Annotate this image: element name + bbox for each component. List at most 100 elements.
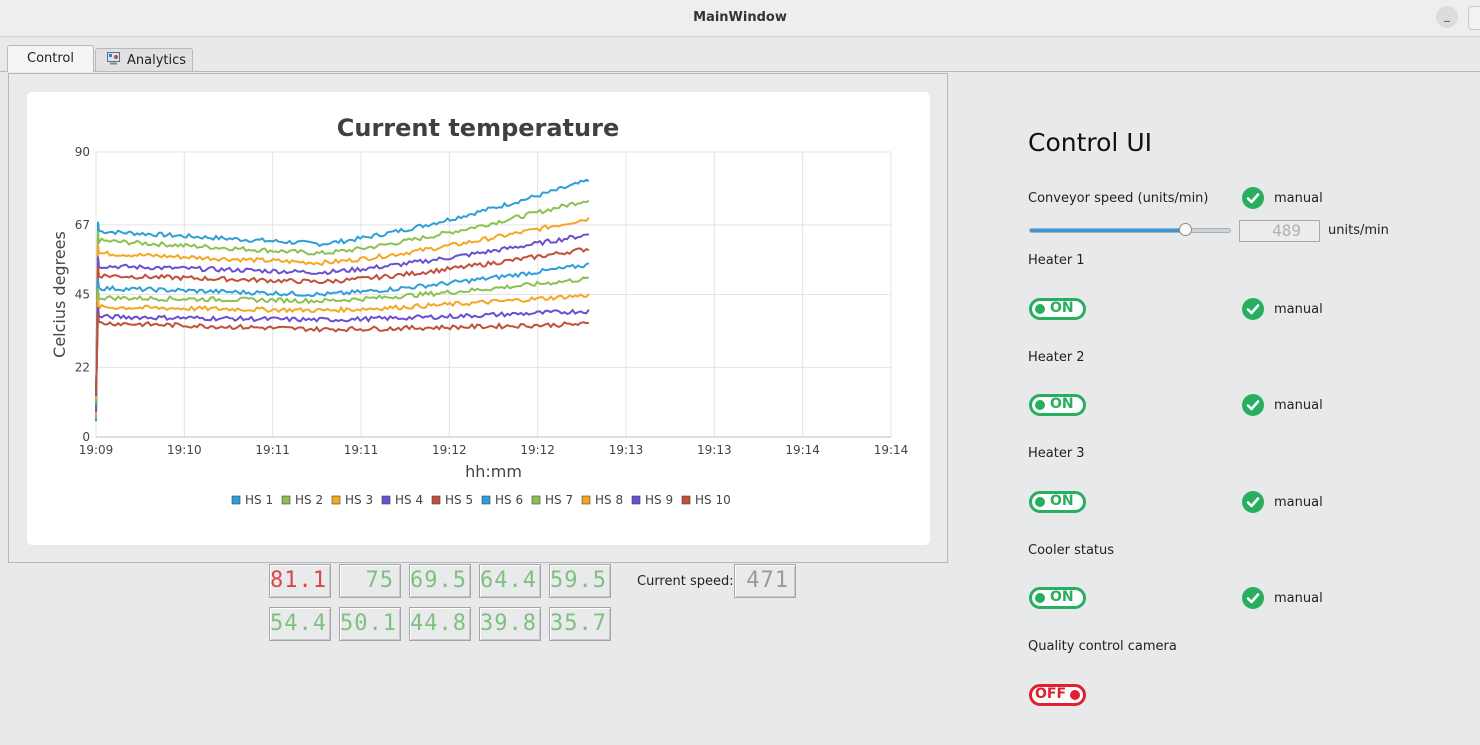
legend-swatch bbox=[581, 495, 591, 505]
heater2-manual-checkbox[interactable] bbox=[1242, 394, 1264, 416]
toggle-knob bbox=[1070, 690, 1080, 700]
tab-analytics[interactable]: Analytics bbox=[95, 48, 193, 71]
cooler-toggle[interactable]: ON bbox=[1029, 587, 1086, 609]
legend-swatch bbox=[681, 495, 691, 505]
conveyor-manual-checkbox[interactable] bbox=[1242, 187, 1264, 209]
minimize-button[interactable]: _ bbox=[1436, 6, 1458, 28]
heater1-manual-label: manual bbox=[1274, 302, 1323, 317]
temp-readout-7: 50.1 bbox=[339, 607, 401, 641]
legend-label-hs6: HS 6 bbox=[495, 493, 523, 507]
x-tick-label: 19:12 bbox=[432, 443, 467, 457]
temp-readout-4: 64.4 bbox=[479, 564, 541, 598]
series-line-hs9 bbox=[95, 307, 590, 396]
legend-label-hs3: HS 3 bbox=[345, 493, 373, 507]
check-icon bbox=[1246, 400, 1260, 411]
y-tick-label: 22 bbox=[75, 360, 90, 374]
legend-label-hs9: HS 9 bbox=[645, 493, 673, 507]
legend-swatch bbox=[631, 495, 641, 505]
conveyor-speed-slider[interactable] bbox=[1029, 228, 1231, 233]
x-tick-label: 19:10 bbox=[167, 443, 202, 457]
units-label: units/min bbox=[1328, 223, 1389, 238]
tab-analytics-label: Analytics bbox=[127, 53, 187, 68]
heater2-state: ON bbox=[1050, 396, 1074, 412]
temp-readout-8: 44.8 bbox=[409, 607, 471, 641]
heater3-manual-checkbox[interactable] bbox=[1242, 491, 1264, 513]
legend-label-hs2: HS 2 bbox=[295, 493, 323, 507]
chart-title: Current temperature bbox=[337, 114, 619, 142]
y-tick-label: 45 bbox=[75, 288, 90, 302]
legend-swatch bbox=[281, 495, 291, 505]
heater1-manual-checkbox[interactable] bbox=[1242, 298, 1264, 320]
legend-swatch bbox=[531, 495, 541, 505]
x-tick-label: 19:09 bbox=[79, 443, 114, 457]
toggle-knob bbox=[1035, 497, 1045, 507]
cooler-manual-checkbox[interactable] bbox=[1242, 587, 1264, 609]
x-tick-label: 19:11 bbox=[255, 443, 290, 457]
y-tick-label: 90 bbox=[75, 145, 90, 159]
series-line-hs5 bbox=[95, 247, 590, 409]
camera-state: OFF bbox=[1035, 686, 1067, 702]
heater1-label: Heater 1 bbox=[1028, 253, 1085, 268]
x-tick-label: 19:11 bbox=[344, 443, 379, 457]
title-bar: MainWindow _ bbox=[0, 0, 1480, 37]
temp-readout-3: 69.5 bbox=[409, 564, 471, 598]
heater2-manual-label: manual bbox=[1274, 398, 1323, 413]
heater1-state: ON bbox=[1050, 300, 1074, 316]
temp-readout-10: 35.7 bbox=[549, 607, 611, 641]
toggle-knob bbox=[1035, 304, 1045, 314]
temperature-chart: Current temperature 19:09 19:10 19:11 19:11 1… bbox=[50, 114, 909, 507]
legend-label-hs5: HS 5 bbox=[445, 493, 473, 507]
heater1-toggle[interactable]: ON bbox=[1029, 298, 1086, 320]
x-axis-label: hh:mm bbox=[465, 462, 522, 481]
series-line-hs2 bbox=[95, 199, 590, 419]
cooler-manual-label: manual bbox=[1274, 591, 1323, 606]
series-line-hs3 bbox=[95, 217, 590, 415]
heater2-label: Heater 2 bbox=[1028, 350, 1085, 365]
chart-card bbox=[27, 92, 930, 545]
x-tick-label: 19:12 bbox=[520, 443, 555, 457]
current-speed-label: Current speed: bbox=[637, 574, 734, 589]
conveyor-manual-label: manual bbox=[1274, 191, 1323, 206]
toggle-knob bbox=[1035, 593, 1045, 603]
check-icon bbox=[1246, 193, 1260, 204]
tab-control[interactable]: Control bbox=[7, 45, 94, 72]
series-line-hs4 bbox=[95, 233, 589, 412]
temp-readout-6: 54.4 bbox=[269, 607, 331, 641]
cooler-state: ON bbox=[1050, 589, 1074, 605]
tab-bar-divider bbox=[0, 71, 1480, 72]
window-edge-button[interactable] bbox=[1468, 6, 1480, 30]
slider-fill bbox=[1030, 229, 1186, 232]
heater3-label: Heater 3 bbox=[1028, 446, 1085, 461]
series-line-hs1 bbox=[95, 178, 590, 422]
legend-label-hs4: HS 4 bbox=[395, 493, 423, 507]
series-line-hs10 bbox=[95, 313, 589, 393]
slider-handle[interactable] bbox=[1179, 223, 1192, 236]
y-tick-label: 0 bbox=[82, 430, 90, 444]
analytics-icon bbox=[107, 52, 120, 65]
heater2-toggle[interactable]: ON bbox=[1029, 394, 1086, 416]
cooler-label: Cooler status bbox=[1028, 543, 1115, 558]
legend-swatch bbox=[331, 495, 341, 505]
series-line-hs8 bbox=[95, 293, 590, 400]
conveyor-speed-label: Conveyor speed (units/min) bbox=[1028, 191, 1209, 206]
heater3-manual-label: manual bbox=[1274, 495, 1323, 510]
x-tick-label: 19:14 bbox=[874, 443, 909, 457]
toggle-knob bbox=[1035, 400, 1045, 410]
check-icon bbox=[1246, 593, 1260, 604]
x-tick-label: 19:14 bbox=[785, 443, 820, 457]
heater3-toggle[interactable]: ON bbox=[1029, 491, 1086, 513]
window-title: MainWindow bbox=[693, 10, 787, 25]
current-speed-display: 471 bbox=[734, 564, 796, 598]
legend-swatch bbox=[481, 495, 491, 505]
y-axis-label: Celcius degrees bbox=[50, 231, 69, 358]
series-line-hs6 bbox=[95, 262, 590, 406]
legend-swatch bbox=[381, 495, 391, 505]
check-icon bbox=[1246, 497, 1260, 508]
y-tick-label: 67 bbox=[75, 218, 90, 232]
camera-toggle[interactable]: OFF bbox=[1029, 684, 1086, 706]
legend-swatch bbox=[431, 495, 441, 505]
temp-readout-2: 75 bbox=[339, 564, 401, 598]
check-icon bbox=[1246, 304, 1260, 315]
legend-swatch bbox=[231, 495, 241, 505]
conveyor-speed-display: 489 bbox=[1239, 220, 1320, 242]
